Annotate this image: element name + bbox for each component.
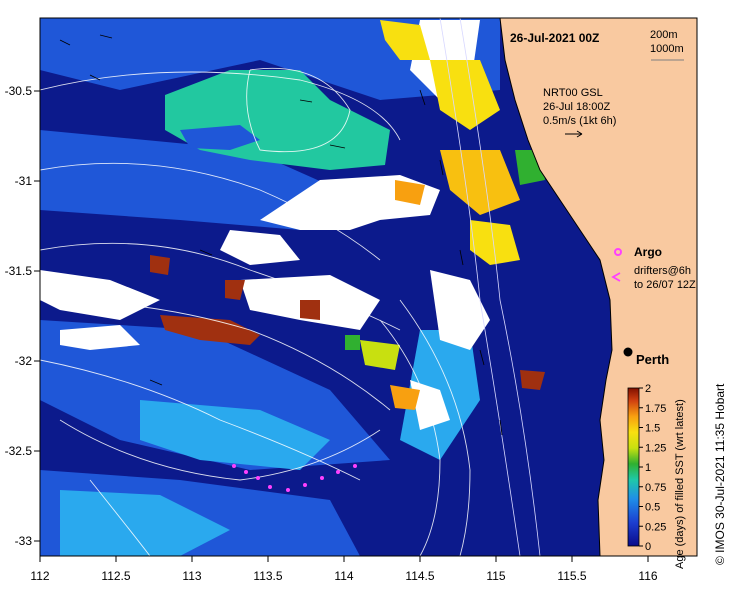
lon-tick-label: 112 xyxy=(30,569,49,583)
colorbar-tick-label: 2 xyxy=(645,383,651,395)
lon-tick-label: 113.5 xyxy=(253,569,282,583)
lat-tick-label: -32.5 xyxy=(5,444,33,458)
colorbar-tick-label: 1.25 xyxy=(645,442,666,454)
land-area xyxy=(500,18,697,556)
map-panel xyxy=(40,18,697,556)
bathymetry-label-200m: 200m xyxy=(650,29,678,41)
current-legend-line-2: 26-Jul 18:00Z xyxy=(543,101,611,113)
lon-tick-label: 113 xyxy=(182,569,201,583)
drifters-label-line-1: drifters@6h xyxy=(634,265,691,277)
lon-tick-label: 114 xyxy=(334,569,353,583)
current-scale-arrow-icon xyxy=(565,130,583,138)
lon-tick-label: 112.5 xyxy=(101,569,130,583)
drifters-label-line-2: to 26/07 12Z xyxy=(634,279,696,291)
coastline xyxy=(499,18,613,556)
city-label-perth: Perth xyxy=(636,352,669,367)
colorbar-tick-label: 0.5 xyxy=(645,502,660,514)
perth-marker xyxy=(623,347,633,357)
colorbar-ticks: 0 0.25 0.5 0.75 1 1.25 1.5 1.75 2 xyxy=(639,383,666,553)
lat-tick-label: -31 xyxy=(15,174,33,188)
lon-tick-label: 115.5 xyxy=(557,569,586,583)
lon-tick-label: 114.5 xyxy=(405,569,434,583)
current-vectors xyxy=(59,34,503,436)
lat-tick-label: -32 xyxy=(15,354,33,368)
current-streamlines xyxy=(40,67,471,556)
young-sst-patches xyxy=(345,20,545,410)
latitude-axis: -30.5 -31 -31.5 -32 -32.5 -33 xyxy=(5,84,40,548)
credit-text: © IMOS 30-Jul-2021 11:35 Hobart xyxy=(713,383,727,565)
colorbar-label: Age (days) of filled SST (wrt latest) xyxy=(674,399,686,569)
date-title: 26-Jul-2021 00Z xyxy=(510,31,599,45)
colorbar: 0 0.25 0.5 0.75 1 1.25 1.5 1.75 2 Age (days) of … xyxy=(627,383,686,569)
argo-marker-icon xyxy=(614,248,622,256)
drifter-legend-icon xyxy=(611,272,621,282)
lat-tick-label: -33 xyxy=(15,534,33,548)
argo-label: Argo xyxy=(634,245,662,259)
map-frame xyxy=(39,17,698,557)
colorbar-gradient xyxy=(627,387,640,547)
colorbar-tick-label: 1.5 xyxy=(645,423,660,435)
bathymetry-contours xyxy=(439,18,541,556)
old-sst-patches xyxy=(150,255,545,390)
current-legend-line-1: NRT00 GSL xyxy=(543,87,603,99)
colorbar-tick-label: 0 xyxy=(645,541,651,553)
current-legend-line-3: 0.5m/s (1kt 6h) xyxy=(543,115,616,127)
bathymetry-label-1000m: 1000m xyxy=(650,43,684,55)
lat-tick-label: -31.5 xyxy=(5,264,33,278)
longitude-axis: 112 112.5 113 113.5 114 114.5 115 115.5 116 xyxy=(30,556,658,583)
colorbar-tick-label: 1 xyxy=(645,462,651,474)
lon-tick-label: 115 xyxy=(486,569,505,583)
lon-tick-label: 116 xyxy=(638,569,657,583)
lat-tick-label: -30.5 xyxy=(5,84,33,98)
colorbar-tick-label: 0.25 xyxy=(645,521,666,533)
drifter-track xyxy=(232,464,357,492)
colorbar-tick-label: 1.75 xyxy=(645,403,666,415)
colorbar-tick-label: 0.75 xyxy=(645,482,666,494)
